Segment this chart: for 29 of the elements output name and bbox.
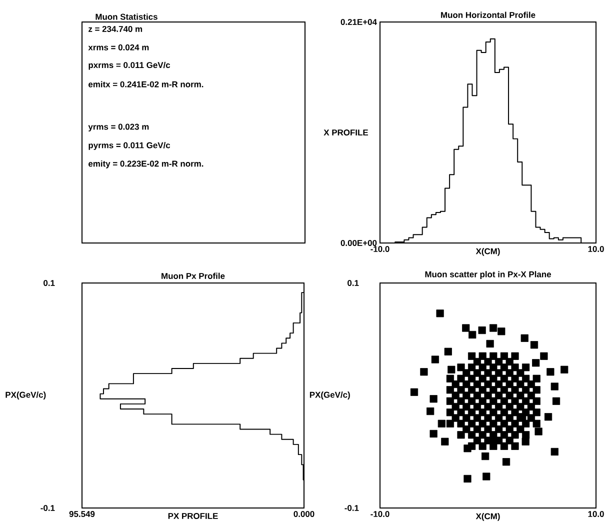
chart-title: Muon scatter plot in Px-X Plane <box>425 271 552 279</box>
x-tick-label: 10.0 <box>588 511 604 518</box>
y-tick-label: 0.1 <box>44 280 55 286</box>
text: yrms = 0.023 m <box>88 124 149 132</box>
y-tick-label: 0.00E+00 <box>340 240 377 246</box>
x-tick-label: 0.000 <box>294 511 314 518</box>
x-axis-title: X(CM) <box>476 248 500 256</box>
y-tick-label: 0.1 <box>348 280 359 286</box>
x-axis-title: X(CM) <box>476 513 500 521</box>
text: emitx = 0.241E-02 m-R norm. <box>88 81 204 88</box>
y-tick-label: -0.1 <box>40 505 55 511</box>
y-tick-label: 0.21E+04 <box>340 19 377 25</box>
x-axis-title: PX PROFILE <box>168 513 218 520</box>
text: Muon Statistics <box>96 14 158 20</box>
y-axis-title: X PROFILE <box>324 130 368 136</box>
x-tick-label: 10.0 <box>588 246 604 252</box>
y-axis-title: PX(GeV/c) <box>6 392 46 400</box>
text: z = 234.740 m <box>88 26 142 32</box>
text: emity = 0.223E-02 m-R norm. <box>88 160 204 168</box>
text: xrms = 0.024 m <box>88 44 149 50</box>
x-tick-label: -10.0 <box>370 246 390 252</box>
chart-title: Muon Px Profile <box>162 272 225 279</box>
x-tick-label: -10.0 <box>370 511 390 518</box>
text: pxrms = 0.011 GeV/c <box>88 62 170 70</box>
x-tick-label: 95.549 <box>69 511 95 518</box>
text: pyrms = 0.011 GeV/c <box>88 142 170 150</box>
y-axis-title: PX(GeV/c) <box>310 392 350 400</box>
y-tick-label: -0.1 <box>344 505 359 511</box>
chart-title: Muon Horizontal Profile <box>441 12 536 18</box>
